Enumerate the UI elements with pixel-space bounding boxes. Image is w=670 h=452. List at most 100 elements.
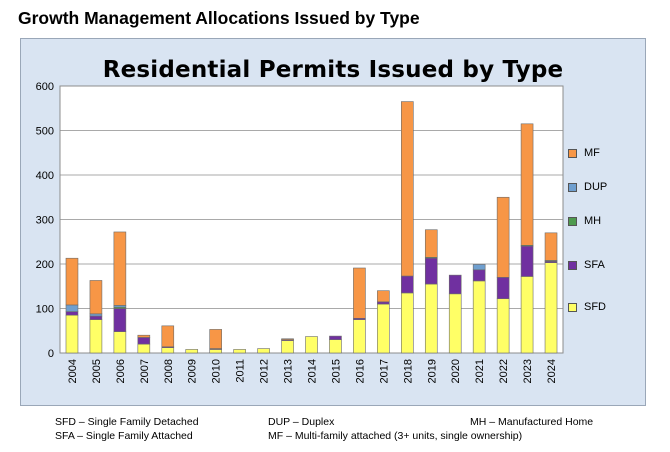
x-tick-label: 2012 <box>259 359 271 383</box>
x-tick-label: 2017 <box>378 359 390 383</box>
legend-label: MH <box>584 215 602 227</box>
bar-segment-mf <box>353 267 366 319</box>
x-tick-label: 2021 <box>474 359 486 383</box>
bar-segment-sfd <box>377 303 390 354</box>
bar-segment-sfd <box>161 347 175 354</box>
footnote-dup: DUP – Duplex <box>268 416 335 428</box>
y-tick-label: 300 <box>36 215 54 227</box>
bar-segment-sfd <box>137 343 151 354</box>
bar-segment-sfd <box>448 293 462 354</box>
bar-segment-sfa <box>377 301 390 305</box>
legend-item-sfa: SFA <box>568 258 605 272</box>
bar-segment-mf <box>65 257 79 306</box>
x-tick-label: 2014 <box>307 359 319 383</box>
bar-segment-mf <box>209 329 222 349</box>
x-tick-label: 2020 <box>450 359 462 383</box>
footnote-sfa: SFA – Single Family Attached <box>55 430 193 442</box>
x-tick-label: 2008 <box>163 359 175 383</box>
bar-segment-sfa <box>448 274 462 295</box>
y-tick-label: 200 <box>36 259 54 271</box>
bar-segment-sfd <box>329 339 342 354</box>
bar-segment-mf <box>496 196 510 278</box>
x-tick-label: 2019 <box>426 359 438 383</box>
bar-segment-sfa <box>137 337 151 345</box>
x-tick-label: 2016 <box>354 359 366 383</box>
bar-segment-sfd <box>520 276 534 354</box>
bar-segment-dup <box>65 304 79 312</box>
legend-swatch <box>568 302 577 312</box>
bar-segment-sfa <box>329 335 342 340</box>
footnote-mh: MH – Manufactured Home <box>470 416 594 428</box>
x-tick-label: 2023 <box>522 359 534 383</box>
bar-segment-sfd <box>305 336 318 354</box>
bar-segment-sfa <box>472 269 486 282</box>
x-tick-label: 2007 <box>139 359 151 383</box>
y-tick-label: 500 <box>36 126 54 138</box>
bar-segment-mf <box>401 101 414 277</box>
bar-segment-sfd <box>65 314 79 354</box>
x-tick-label: 2010 <box>211 359 223 383</box>
bar-segment-sfa <box>89 315 103 320</box>
chart-title: Residential Permits Issued by Type <box>102 57 564 83</box>
legend-label: MF <box>584 147 600 159</box>
bar-segment-sfa <box>65 311 79 316</box>
legend-label: SFA <box>584 259 605 271</box>
legend-swatch <box>568 182 577 192</box>
bar-segment-dup <box>472 264 486 271</box>
bar-segment-mf <box>520 123 534 246</box>
bar-segment-sfa <box>113 308 127 332</box>
bar-segment-sfd <box>544 262 558 354</box>
x-tick-label: 2005 <box>91 359 103 383</box>
legend-item-mf: MF <box>568 146 600 160</box>
bar-segment-dup <box>89 313 103 317</box>
bar-segment-mf <box>113 231 127 306</box>
page-title: Growth Management Allocations Issued by … <box>18 8 420 28</box>
footnote-sfd: SFD – Single Family Detached <box>55 416 199 428</box>
x-tick-label: 2024 <box>546 359 558 383</box>
y-tick-label: 0 <box>48 348 54 360</box>
bar-segment-sfd <box>233 349 246 354</box>
y-tick-label: 400 <box>36 170 54 182</box>
bar-segment-sfa <box>520 245 534 277</box>
bar-segment-sfd <box>472 280 486 354</box>
legend-item-mh: MH <box>568 214 601 228</box>
bar-segment-mf <box>281 338 294 340</box>
x-tick-label: 2011 <box>235 359 247 383</box>
bar-segment-sfd <box>401 292 414 354</box>
footnote-mf: MF – Multi-family attached (3+ units, si… <box>268 430 523 442</box>
bar-segment-mf <box>161 325 175 348</box>
bar-segment-sfd <box>496 298 510 354</box>
legend-label: SFD <box>584 301 606 313</box>
legend-item-sfd: SFD <box>568 300 606 314</box>
x-tick-label: 2006 <box>115 359 127 383</box>
bar-segment-sfd <box>209 349 222 354</box>
x-tick-label: 2009 <box>187 359 199 383</box>
y-tick-label: 100 <box>36 304 54 316</box>
legend-label: DUP <box>584 181 608 193</box>
bar-segment-sfa <box>401 275 414 294</box>
x-tick-label: 2015 <box>330 359 342 383</box>
bar-segment-mf <box>377 290 390 303</box>
x-tick-label: 2004 <box>67 359 79 383</box>
legend-swatch <box>568 260 577 270</box>
bar-segment-sfa <box>496 277 510 300</box>
legend-item-dup: DUP <box>568 180 607 194</box>
bar-segment-sfd <box>113 331 127 354</box>
legend-swatch <box>568 216 577 226</box>
x-tick-label: 2013 <box>283 359 295 383</box>
x-tick-label: 2018 <box>402 359 414 383</box>
bar-segment-sfd <box>89 319 103 354</box>
bar-segment-sfd <box>257 348 270 354</box>
x-tick-label: 2022 <box>498 359 510 383</box>
bar-segment-sfa <box>424 257 438 285</box>
bar-segment-sfd <box>185 349 199 354</box>
bar-segment-mf <box>424 229 438 258</box>
bar-segment-sfd <box>281 340 294 354</box>
bar-segment-sfd <box>424 283 438 354</box>
bar-segment-mf <box>137 334 151 338</box>
bar-segment-sfd <box>353 319 366 354</box>
bar-segment-mf <box>544 232 558 261</box>
bar-segment-mf <box>89 280 103 315</box>
legend-swatch <box>568 148 577 158</box>
